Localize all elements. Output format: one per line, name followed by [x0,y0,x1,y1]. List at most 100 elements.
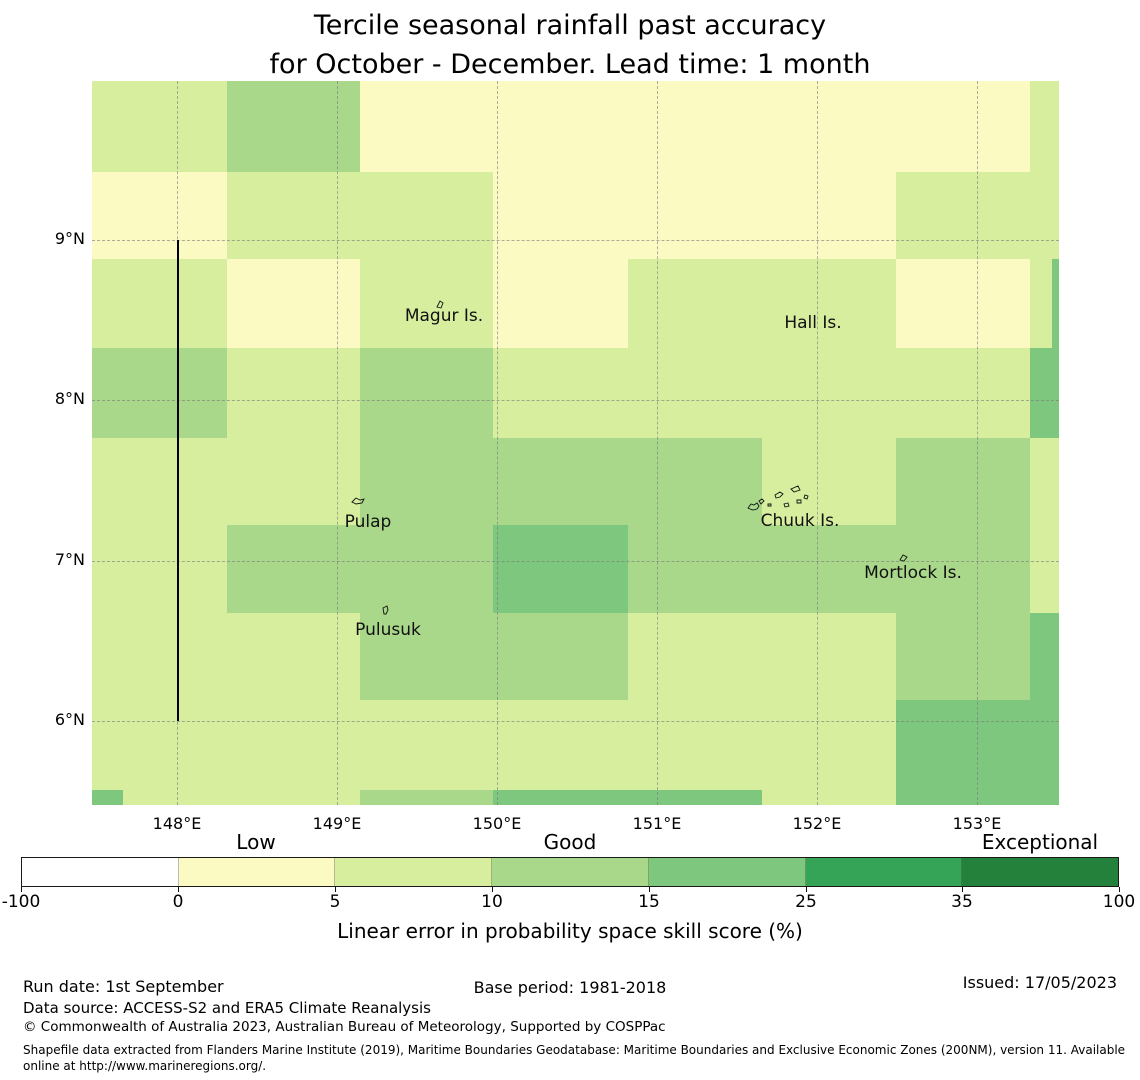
map-cell [896,438,1030,525]
map-cell [762,348,896,438]
x-axis-tick-label: 151°E [632,814,682,833]
map-cell [92,81,227,172]
map-cell [360,790,493,805]
issued-date-text: Issued: 17/05/2023 [962,973,1117,992]
place-label: Pulap [344,512,392,532]
y-axis-tick-label: 7°N [54,550,85,569]
map-cell [227,259,360,348]
map-cell [360,348,493,438]
chart-title: Tercile seasonal rainfall past accuracy … [0,6,1140,84]
y-axis-tick-label: 9°N [54,229,85,248]
map-cell [1030,348,1059,438]
map-cell [1030,81,1059,172]
map-cell [896,613,1030,700]
colorbar-segment [335,858,493,886]
map-cell [762,259,896,348]
map-cell [896,348,1030,438]
graticule-meridian [817,81,818,805]
data-source-text: Data source: ACCESS-S2 and ERA5 Climate … [23,999,431,1017]
map-cell [493,790,628,805]
map-cell [628,525,762,613]
map-cell [1030,525,1059,613]
map-cell [628,172,762,259]
map-cell [92,259,227,348]
map-cell [360,259,493,348]
colorbar-category-label: Low [236,830,276,854]
colorbar-segment [648,858,806,886]
colorbar-tick [649,887,650,892]
map-cell [762,700,896,790]
map-cell [493,259,628,348]
mortlock-island-outline-icon [899,554,908,562]
map-cell [227,613,360,700]
map-cell [762,613,896,700]
map-cell [360,172,493,259]
map-cell [628,790,762,805]
map-cell [762,81,896,172]
map-cell [1030,172,1059,259]
x-axis-tick-label: 152°E [792,814,842,833]
graticule-meridian [657,81,658,805]
colorbar-tick-label: 100 [1102,892,1136,912]
colorbar-segment [962,858,1119,886]
map-cell [493,613,628,700]
pulap-island-outline-icon [351,497,365,505]
x-axis-tick-label: 149°E [312,814,362,833]
map-cell-extra [1052,259,1059,348]
map-cell [493,438,628,525]
colorbar-axis-label: Linear error in probability space skill … [337,919,803,943]
colorbar-tick-label: 10 [481,892,503,912]
map-cell [360,438,493,525]
map-cell [1030,700,1059,790]
map-cell [92,525,227,613]
place-label: Magur Is. [404,306,484,326]
x-axis-tick-label: 153°E [952,814,1002,833]
colorbar-tick-label: 15 [638,892,660,912]
colorbar-tick [962,887,963,892]
map-cell [628,613,762,700]
colorbar-tick [21,887,22,892]
map-cell [1030,790,1059,805]
graticule-meridian [497,81,498,805]
map-cell [896,700,1030,790]
map-cell [360,613,493,700]
map-cell [92,438,227,525]
colorbar-tick [492,887,493,892]
colorbar-tick-label: 35 [951,892,973,912]
colorbar-tick-label: -100 [1,892,41,912]
colorbar-tick-label: 5 [329,892,341,912]
place-label: Pulusuk [355,620,421,640]
map-cell [493,348,628,438]
map-cell [92,348,227,438]
pulusuk-island-outline-icon [382,605,389,615]
colorbar-tick [1119,887,1120,892]
copyright-text: © Commonwealth of Australia 2023, Austra… [23,1019,666,1035]
graticule-parallel [92,721,1059,722]
map-cell [762,790,896,805]
eez-boundary-line [177,240,179,721]
map-canvas: Magur Is. Hall Is. Pulap Chuuk Is. Mortlock … [92,81,1059,805]
map-cell [896,790,1030,805]
colorbar [21,857,1119,887]
graticule-meridian [977,81,978,805]
graticule-parallel [92,561,1059,562]
map-cell [628,259,762,348]
map-cell [360,700,493,790]
map-cell [896,259,1030,348]
colorbar-tick-label: 0 [172,892,184,912]
map-cell [360,81,493,172]
magur-island-outline-icon [436,300,444,309]
map-cell [227,348,360,438]
colorbar-category-label: Good [543,830,597,854]
map-cell [896,81,1030,172]
map-cell [493,81,628,172]
map-cell [762,172,896,259]
map-cell [92,790,227,805]
map-cell [896,525,1030,613]
map-cell [227,438,360,525]
chuuk-islands-outline-icon [747,485,809,511]
map-cell [493,700,628,790]
place-label: Mortlock Is. [864,563,962,583]
map-cell-extra [92,790,123,805]
